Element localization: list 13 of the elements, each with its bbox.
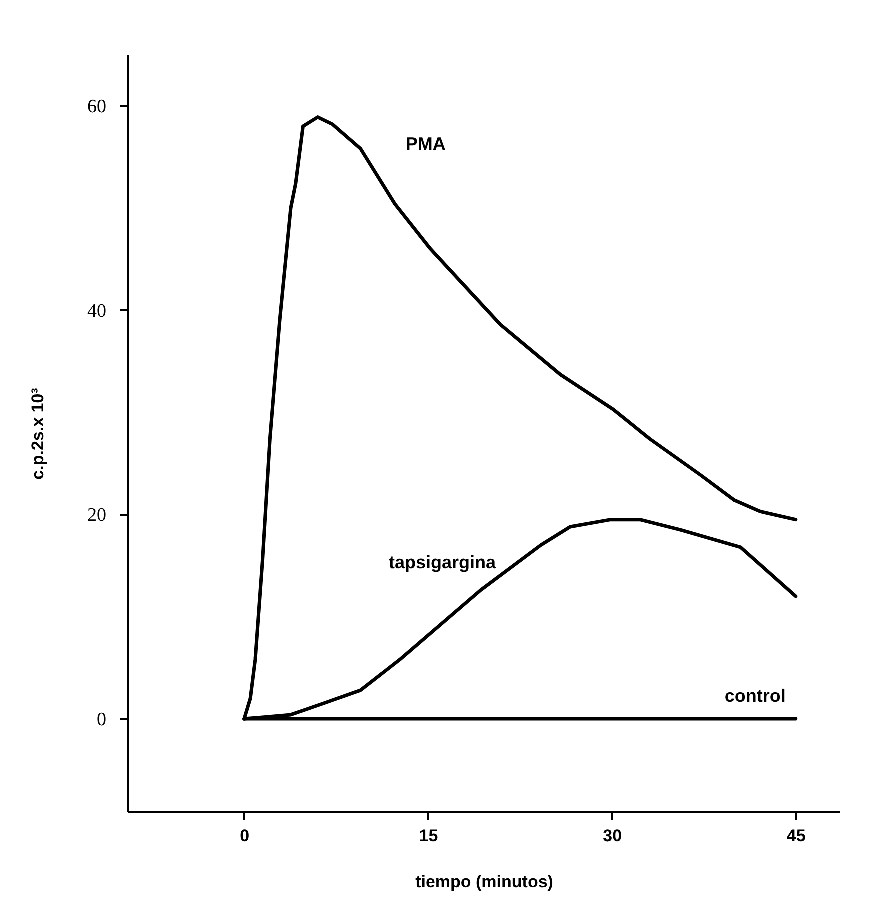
x-axis-title: tiempo (minutos) [416,872,554,892]
x-tick-label: 30 [603,826,622,846]
y-tick-label: 60 [88,96,106,118]
x-tick-label: 15 [419,826,438,846]
series-label: PMA [406,134,446,154]
x-tick-label: 45 [786,826,806,846]
series-label: tapsigargina [388,552,497,572]
x-tick-label: 0 [240,826,250,846]
series-label: control [724,686,786,706]
y-tick-label: 0 [97,710,106,731]
y-axis-title: c.p.2s.x 10³ [28,388,48,480]
y-tick-label: 40 [88,300,106,322]
y-tick-label: 20 [88,505,106,526]
